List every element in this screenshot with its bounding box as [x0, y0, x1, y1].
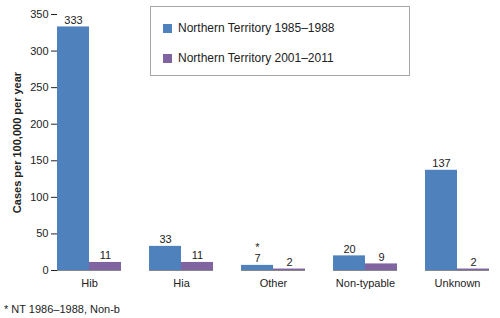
svg-text:Other: Other [260, 277, 288, 289]
html-text:* NT 1986–1988, Non-b: * NT 1986–1988, Non-b [4, 303, 120, 315]
svg-text:Non-typable: Non-typable [336, 277, 395, 289]
svg-text:333: 333 [64, 14, 82, 26]
svg-text:137: 137 [432, 157, 450, 169]
svg-text:33: 33 [159, 233, 171, 245]
svg-text:20: 20 [343, 243, 355, 255]
svg-text:Hib: Hib [81, 277, 98, 289]
svg-text:*: * [255, 241, 260, 253]
svg-text:100: 100 [30, 191, 48, 203]
svg-text:Cases per 100,000 per year: Cases per 100,000 per year [11, 71, 23, 213]
svg-text:11: 11 [192, 249, 203, 261]
svg-text:0: 0 [42, 264, 48, 276]
svg-text:9: 9 [378, 251, 384, 263]
svg-text:350: 350 [30, 8, 48, 20]
svg-text:250: 250 [30, 81, 48, 93]
svg-text:300: 300 [30, 45, 48, 57]
svg-text:2: 2 [470, 256, 476, 268]
svg-text:Hia: Hia [173, 277, 190, 289]
svg-text:150: 150 [30, 154, 48, 166]
html-text:Northern Territory 1985–1988: Northern Territory 1985–1988 [178, 21, 335, 35]
svg-text:7: 7 [254, 252, 260, 264]
svg-text:Unknown: Unknown [435, 277, 481, 289]
svg-text:50: 50 [36, 227, 48, 239]
html-text:Northern Territory 2001–2011: Northern Territory 2001–2011 [178, 51, 334, 65]
svg-text:2: 2 [286, 256, 292, 268]
svg-text:200: 200 [30, 118, 48, 130]
svg-text:11: 11 [100, 249, 111, 261]
